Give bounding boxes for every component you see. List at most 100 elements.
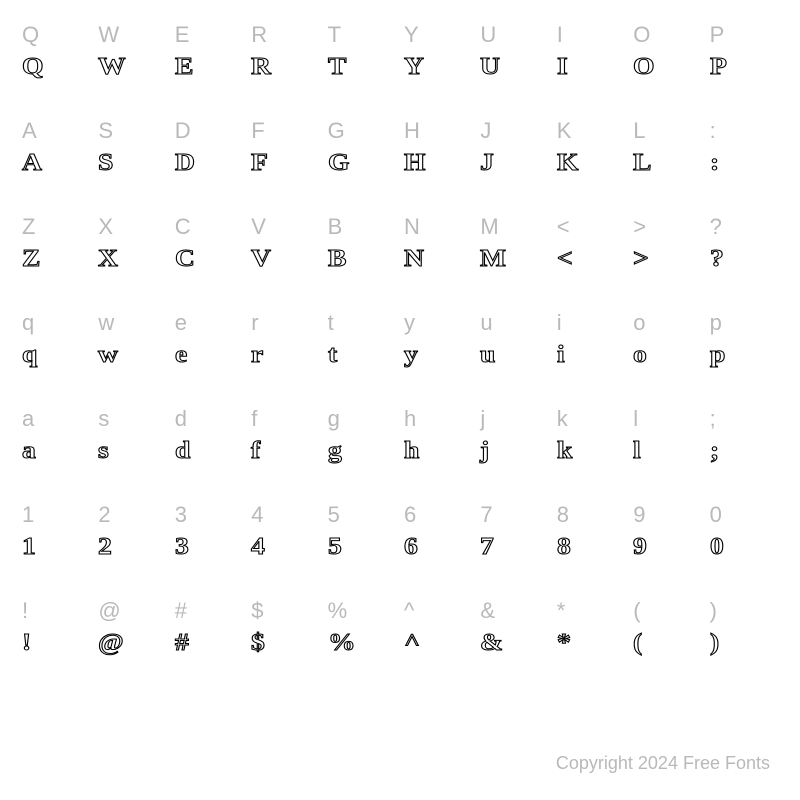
sample-glyph: 0 xyxy=(710,530,725,564)
sample-glyph: Y xyxy=(404,50,425,84)
reference-char: A xyxy=(22,116,37,146)
glyph-cell: yy xyxy=(400,308,476,404)
sample-glyph: T xyxy=(328,50,348,84)
reference-char: l xyxy=(633,404,638,434)
reference-char: ) xyxy=(710,596,717,626)
glyph-cell: ## xyxy=(171,596,247,692)
sample-glyph: 9 xyxy=(633,530,648,564)
sample-glyph: 8 xyxy=(557,530,572,564)
reference-char: s xyxy=(98,404,109,434)
sample-glyph: N xyxy=(404,242,425,276)
glyph-cell: rr xyxy=(247,308,323,404)
sample-glyph: H xyxy=(404,146,427,180)
sample-glyph: C xyxy=(175,242,196,276)
glyph-cell: UU xyxy=(476,20,552,116)
sample-glyph: X xyxy=(98,242,119,276)
reference-char: j xyxy=(480,404,485,434)
sample-glyph: % xyxy=(328,626,357,660)
sample-glyph: $ xyxy=(251,626,266,660)
sample-glyph: y xyxy=(404,338,419,372)
reference-char: 4 xyxy=(251,500,263,530)
reference-char: * xyxy=(557,596,566,626)
sample-glyph: 6 xyxy=(404,530,419,564)
sample-glyph: 5 xyxy=(328,530,343,564)
sample-glyph: h xyxy=(404,434,421,468)
glyph-cell: JJ xyxy=(476,116,552,212)
glyph-cell: NN xyxy=(400,212,476,308)
sample-glyph: < xyxy=(557,242,574,276)
sample-glyph: * xyxy=(557,626,572,660)
glyph-cell: >> xyxy=(629,212,705,308)
glyph-cell: 88 xyxy=(553,500,629,596)
reference-char: < xyxy=(557,212,570,242)
reference-char: ( xyxy=(633,596,640,626)
reference-char: @ xyxy=(98,596,120,626)
sample-glyph: K xyxy=(557,146,580,180)
sample-glyph: 4 xyxy=(251,530,266,564)
sample-glyph: f xyxy=(251,434,261,468)
glyph-cell: FF xyxy=(247,116,323,212)
sample-glyph: I xyxy=(557,50,569,84)
glyph-cell: VV xyxy=(247,212,323,308)
glyph-cell: RR xyxy=(247,20,323,116)
reference-char: S xyxy=(98,116,113,146)
reference-char: h xyxy=(404,404,416,434)
reference-char: P xyxy=(710,20,725,50)
reference-char: 8 xyxy=(557,500,569,530)
reference-char: i xyxy=(557,308,562,338)
reference-char: 0 xyxy=(710,500,722,530)
sample-glyph: # xyxy=(175,626,190,660)
sample-glyph: D xyxy=(175,146,196,180)
reference-char: 9 xyxy=(633,500,645,530)
sample-glyph: Q xyxy=(22,50,45,84)
reference-char: & xyxy=(480,596,495,626)
reference-char: p xyxy=(710,308,722,338)
glyph-cell: YY xyxy=(400,20,476,116)
glyph-cell: 00 xyxy=(706,500,782,596)
reference-char: J xyxy=(480,116,491,146)
glyph-cell: ^^ xyxy=(400,596,476,692)
sample-glyph: k xyxy=(557,434,574,468)
glyph-cell: CC xyxy=(171,212,247,308)
sample-glyph: R xyxy=(251,50,272,84)
reference-char: G xyxy=(328,116,345,146)
reference-char: k xyxy=(557,404,568,434)
reference-char: 5 xyxy=(328,500,340,530)
reference-char: V xyxy=(251,212,266,242)
glyph-cell: && xyxy=(476,596,552,692)
glyph-cell: AA xyxy=(18,116,94,212)
reference-char: 3 xyxy=(175,500,187,530)
sample-glyph: W xyxy=(98,50,127,84)
glyph-cell: 99 xyxy=(629,500,705,596)
reference-char: 1 xyxy=(22,500,34,530)
sample-glyph: ? xyxy=(710,242,725,276)
reference-char: X xyxy=(98,212,113,242)
sample-glyph: t xyxy=(328,338,338,372)
sample-glyph: g xyxy=(328,434,343,468)
glyph-cell: OO xyxy=(629,20,705,116)
sample-glyph: q xyxy=(22,338,39,372)
sample-glyph: 3 xyxy=(175,530,190,564)
reference-char: H xyxy=(404,116,420,146)
reference-char: # xyxy=(175,596,187,626)
sample-glyph: w xyxy=(98,338,119,372)
glyph-cell: LL xyxy=(629,116,705,212)
reference-char: u xyxy=(480,308,492,338)
sample-glyph: 1 xyxy=(22,530,37,564)
reference-char: w xyxy=(98,308,114,338)
sample-glyph: P xyxy=(710,50,728,84)
character-map-grid: QQ WW EE RR TT YY UU II OO PP AA SS DD F… xyxy=(18,20,782,692)
glyph-cell: GG xyxy=(324,116,400,212)
glyph-cell: << xyxy=(553,212,629,308)
glyph-cell: SS xyxy=(94,116,170,212)
glyph-cell: @@ xyxy=(94,596,170,692)
reference-char: D xyxy=(175,116,191,146)
sample-glyph: p xyxy=(710,338,727,372)
sample-glyph: 7 xyxy=(480,530,495,564)
reference-char: O xyxy=(633,20,650,50)
glyph-cell: 22 xyxy=(94,500,170,596)
reference-char: y xyxy=(404,308,415,338)
reference-char: g xyxy=(328,404,340,434)
sample-glyph: B xyxy=(328,242,348,276)
glyph-cell: %% xyxy=(324,596,400,692)
